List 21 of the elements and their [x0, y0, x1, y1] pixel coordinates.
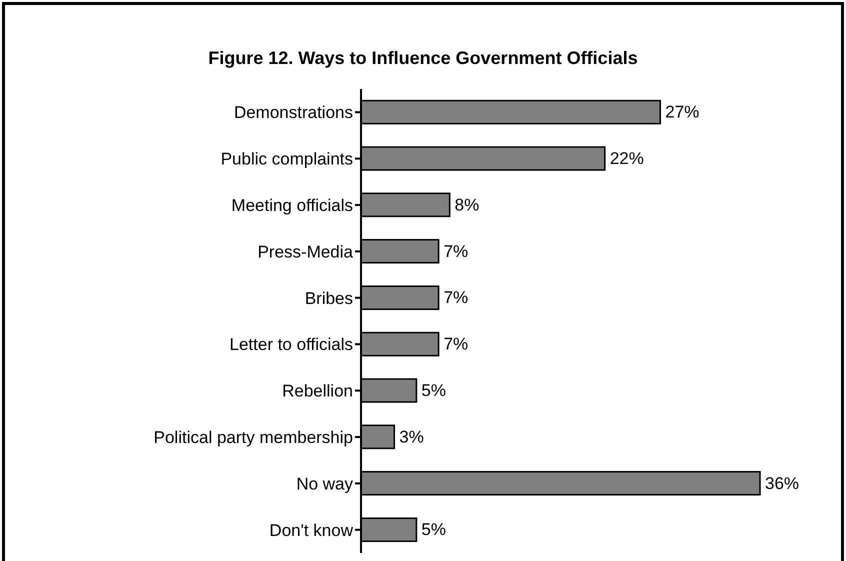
data-label: 27%: [665, 102, 700, 122]
y-tick-label: Letter to officials: [230, 335, 353, 354]
data-label: 7%: [444, 242, 468, 261]
y-tick-label: Press-Media: [258, 242, 354, 262]
data-label: 36%: [765, 474, 800, 493]
data-label: 3%: [399, 427, 424, 446]
y-tick-label: Bribes: [304, 288, 353, 308]
data-label: 5%: [421, 520, 446, 540]
y-tick-label: Rebellion: [282, 382, 353, 401]
y-tick-label: Public complaints: [220, 150, 353, 169]
chart-title: Figure 12. Ways to Influence Government Officials: [207, 48, 639, 69]
y-tick-label: Don't know: [269, 520, 354, 540]
y-tick-label: Demonstrations: [234, 103, 353, 122]
data-label: 8%: [454, 195, 480, 214]
data-label: 7%: [444, 334, 468, 354]
y-tick-label: Political party membership: [154, 428, 353, 448]
data-label: 22%: [610, 149, 644, 168]
data-label: 5%: [421, 381, 446, 400]
y-tick-label: Meeting officials: [231, 196, 353, 216]
y-tick-label: No way: [296, 474, 354, 494]
data-label: 7%: [444, 288, 468, 308]
